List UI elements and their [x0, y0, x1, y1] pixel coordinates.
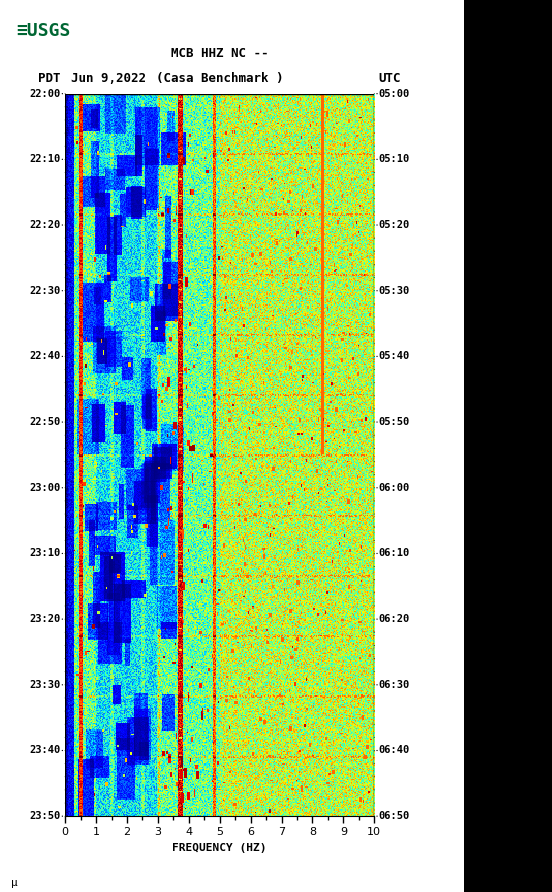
Text: MCB HHZ NC --: MCB HHZ NC --: [171, 46, 268, 60]
Text: μ: μ: [11, 878, 18, 888]
Text: 23:40: 23:40: [29, 746, 61, 756]
Text: 05:10: 05:10: [379, 154, 410, 164]
X-axis label: FREQUENCY (HZ): FREQUENCY (HZ): [172, 843, 267, 853]
Text: 06:20: 06:20: [379, 614, 410, 624]
Text: 23:50: 23:50: [29, 811, 61, 822]
Text: 22:20: 22:20: [29, 220, 61, 230]
Text: 22:10: 22:10: [29, 154, 61, 164]
Text: 22:00: 22:00: [29, 88, 61, 99]
Text: 23:00: 23:00: [29, 483, 61, 492]
Text: 05:00: 05:00: [379, 88, 410, 99]
Text: ≡USGS: ≡USGS: [17, 22, 71, 40]
Text: 22:50: 22:50: [29, 417, 61, 427]
Text: 05:20: 05:20: [379, 220, 410, 230]
Text: PDT: PDT: [38, 71, 61, 85]
Text: (Casa Benchmark ): (Casa Benchmark ): [156, 71, 283, 85]
Text: 05:40: 05:40: [379, 351, 410, 361]
Text: 05:30: 05:30: [379, 285, 410, 296]
Text: 06:30: 06:30: [379, 680, 410, 690]
Text: 06:00: 06:00: [379, 483, 410, 492]
Text: 06:50: 06:50: [379, 811, 410, 822]
Text: UTC: UTC: [379, 71, 401, 85]
Text: 06:40: 06:40: [379, 746, 410, 756]
Text: 23:10: 23:10: [29, 549, 61, 558]
Text: 23:30: 23:30: [29, 680, 61, 690]
Text: 23:20: 23:20: [29, 614, 61, 624]
Text: 05:50: 05:50: [379, 417, 410, 427]
Text: 22:40: 22:40: [29, 351, 61, 361]
Text: 06:10: 06:10: [379, 549, 410, 558]
Text: Jun 9,2022: Jun 9,2022: [71, 71, 146, 85]
Text: 22:30: 22:30: [29, 285, 61, 296]
